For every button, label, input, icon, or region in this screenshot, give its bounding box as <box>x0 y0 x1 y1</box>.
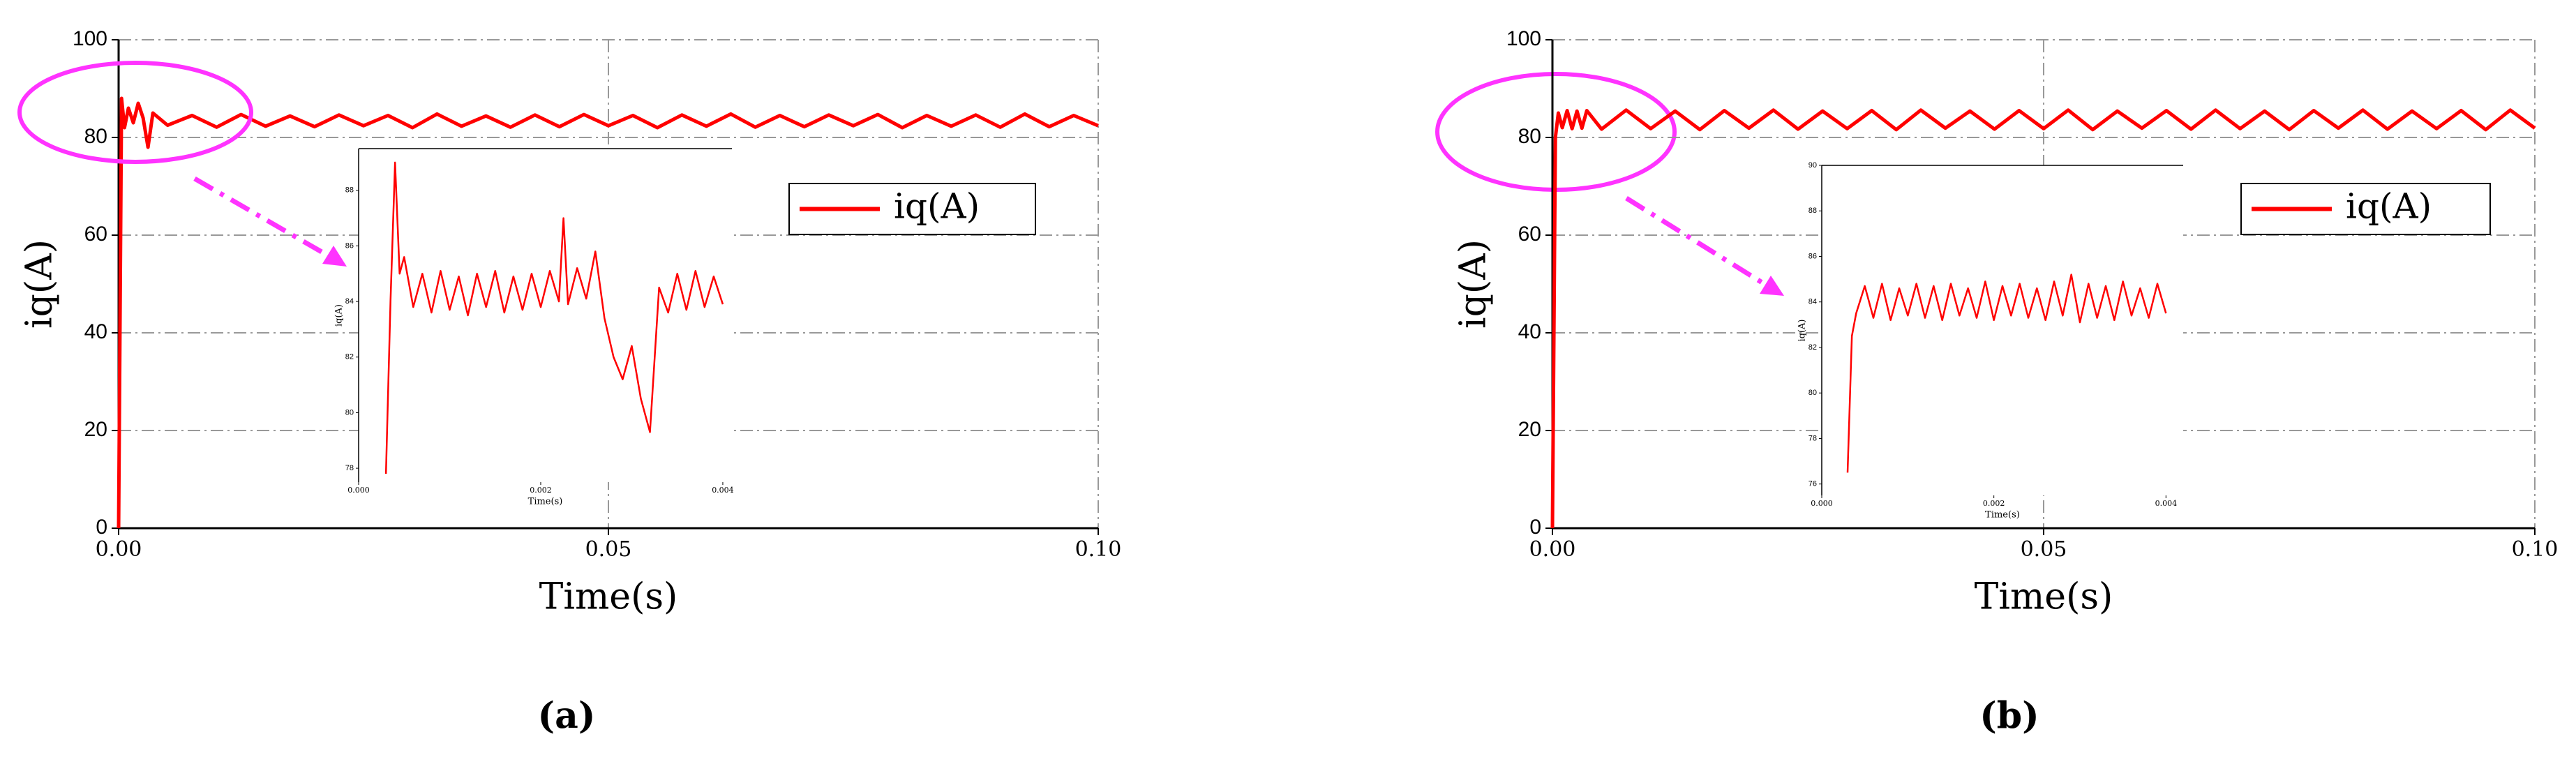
caption: (b) <box>1979 695 2039 738</box>
x-axis-title: Time(s) <box>1985 510 2020 521</box>
y-tick-label: 80 <box>1809 389 1817 397</box>
legend-label: iq(A) <box>2346 186 2432 227</box>
y-tick-label: 60 <box>84 223 107 246</box>
y-tick-label: 90 <box>1809 161 1817 170</box>
y-tick-label: 84 <box>1809 298 1817 306</box>
y-tick-label: 0 <box>96 516 107 539</box>
y-axis-title: iq(A) <box>1453 239 1495 329</box>
caption: (a) <box>538 695 596 738</box>
y-tick-label: 80 <box>84 125 107 148</box>
y-tick-label: 86 <box>345 241 354 250</box>
x-tick-label: 0.000 <box>347 486 370 495</box>
y-tick-label: 20 <box>1518 418 1541 441</box>
y-tick-label: 84 <box>345 297 354 306</box>
x-tick-label: 0.000 <box>1811 499 1833 508</box>
y-axis-title: iq(A) <box>1797 319 1808 341</box>
inset-background <box>1822 165 2183 495</box>
data-line <box>1550 108 2536 529</box>
x-axis-title: Time(s) <box>528 497 563 507</box>
x-tick-label: 0.05 <box>585 537 632 562</box>
x-axis-title: Time(s) <box>539 576 678 618</box>
x-tick-label: 0.10 <box>1075 537 1122 562</box>
x-tick-label: 0.10 <box>2512 537 2559 562</box>
arrow-line <box>193 176 336 262</box>
y-tick-label: 82 <box>1809 343 1817 352</box>
data-line <box>384 161 724 474</box>
x-tick-label: 0.004 <box>2155 499 2178 508</box>
data-line <box>1846 274 2167 473</box>
arrow-head <box>1760 276 1784 296</box>
x-tick-label: 0.004 <box>712 486 734 495</box>
y-tick-label: 40 <box>1518 320 1541 343</box>
y-tick-label: 40 <box>84 320 107 343</box>
y-tick-label: 78 <box>345 464 354 472</box>
highlight-ellipse <box>17 61 253 164</box>
y-tick-label: 60 <box>1518 223 1541 246</box>
data-line <box>117 96 1099 529</box>
y-tick-label: 100 <box>73 27 107 50</box>
annotations <box>17 61 1784 296</box>
y-axis-title: iq(A) <box>334 304 345 327</box>
x-tick-label: 0.05 <box>2021 537 2067 562</box>
y-tick-label: 88 <box>1809 207 1817 215</box>
inset-background <box>359 149 732 482</box>
y-tick-label: 78 <box>1809 434 1817 442</box>
y-tick-label: 88 <box>345 186 354 195</box>
arrow-line <box>1625 196 1774 291</box>
arrow-head <box>322 246 347 267</box>
y-tick-label: 80 <box>345 408 354 417</box>
x-tick-label: 0.00 <box>96 537 142 562</box>
y-axis-title: iq(A) <box>19 239 61 329</box>
y-tick-label: 82 <box>345 353 354 361</box>
y-tick-label: 80 <box>1518 125 1541 148</box>
legend-label: iq(A) <box>894 186 980 227</box>
y-tick-label: 20 <box>84 418 107 441</box>
x-axis-title: Time(s) <box>1975 576 2113 618</box>
y-tick-label: 76 <box>1809 480 1817 488</box>
x-tick-label: 0.00 <box>1529 537 1576 562</box>
y-tick-label: 86 <box>1809 252 1817 260</box>
y-tick-label: 100 <box>1506 27 1541 50</box>
x-tick-label: 0.002 <box>530 486 552 495</box>
legend-box <box>788 183 1036 235</box>
x-tick-label: 0.002 <box>1983 499 2005 508</box>
y-tick-label: 0 <box>1529 516 1541 539</box>
